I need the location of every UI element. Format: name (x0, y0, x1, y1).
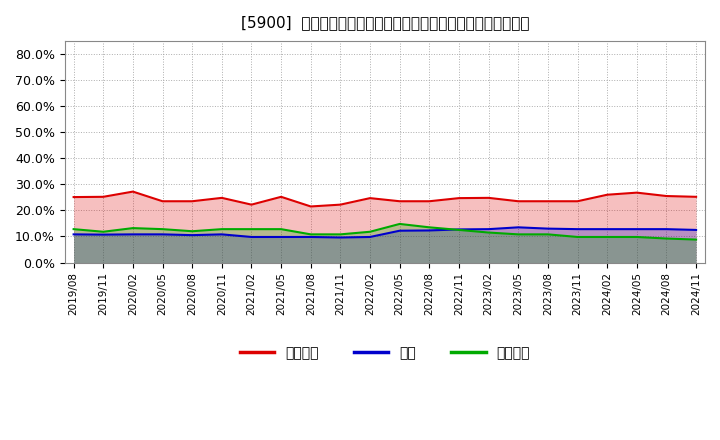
買入債務 (514, 232, 523, 237)
在庫 (247, 235, 256, 240)
売上債権 (129, 189, 138, 194)
在庫 (99, 232, 107, 237)
買入債務 (632, 235, 641, 240)
在庫 (485, 227, 493, 232)
在庫 (454, 227, 463, 232)
買入債務 (217, 227, 226, 232)
売上債権 (692, 194, 701, 199)
売上債権 (514, 198, 523, 204)
買入債務 (366, 229, 374, 235)
売上債権 (425, 198, 433, 204)
売上債権 (158, 198, 167, 204)
売上債権 (603, 192, 611, 198)
売上債権 (336, 202, 345, 207)
売上債権 (544, 198, 552, 204)
売上債権 (662, 194, 671, 199)
Line: 在庫: 在庫 (73, 227, 696, 238)
在庫 (336, 235, 345, 240)
Legend: 売上債権, 在庫, 買入債務: 売上債権, 在庫, 買入債務 (234, 341, 536, 366)
在庫 (188, 232, 197, 238)
買入債務 (99, 229, 107, 235)
買入債務 (188, 229, 197, 234)
買入債務 (247, 227, 256, 232)
在庫 (544, 226, 552, 231)
在庫 (217, 232, 226, 237)
買入債務 (485, 230, 493, 235)
在庫 (573, 227, 582, 232)
売上債権 (99, 194, 107, 199)
買入債務 (276, 227, 285, 232)
在庫 (662, 227, 671, 232)
買入債務 (692, 237, 701, 242)
買入債務 (544, 232, 552, 237)
買入債務 (307, 232, 315, 237)
売上債権 (247, 202, 256, 207)
売上債権 (395, 198, 404, 204)
在庫 (366, 235, 374, 240)
買入債務 (454, 227, 463, 233)
売上債権 (485, 195, 493, 201)
買入債務 (425, 225, 433, 230)
売上債権 (366, 195, 374, 201)
在庫 (307, 235, 315, 240)
買入債務 (395, 221, 404, 227)
買入債務 (603, 235, 611, 240)
買入債務 (336, 232, 345, 237)
Line: 売上債権: 売上債権 (73, 191, 696, 206)
在庫 (158, 232, 167, 237)
売上債権 (69, 194, 78, 200)
買入債務 (158, 227, 167, 232)
在庫 (692, 227, 701, 233)
在庫 (603, 227, 611, 232)
在庫 (514, 225, 523, 230)
在庫 (69, 232, 78, 237)
買入債務 (662, 236, 671, 241)
売上債権 (454, 195, 463, 201)
在庫 (129, 232, 138, 237)
買入債務 (69, 227, 78, 232)
売上債権 (276, 194, 285, 199)
売上債権 (632, 190, 641, 195)
Line: 買入債務: 買入債務 (73, 224, 696, 240)
売上債権 (573, 198, 582, 204)
売上債権 (188, 198, 197, 204)
売上債権 (307, 204, 315, 209)
在庫 (276, 235, 285, 240)
在庫 (425, 228, 433, 233)
買入債務 (573, 235, 582, 240)
在庫 (632, 227, 641, 232)
Title: [5900]  売上債権、在庫、買入債務の総資産に対する比率の推移: [5900] 売上債権、在庫、買入債務の総資産に対する比率の推移 (240, 15, 529, 30)
買入債務 (129, 225, 138, 231)
在庫 (395, 228, 404, 233)
売上債権 (217, 195, 226, 201)
